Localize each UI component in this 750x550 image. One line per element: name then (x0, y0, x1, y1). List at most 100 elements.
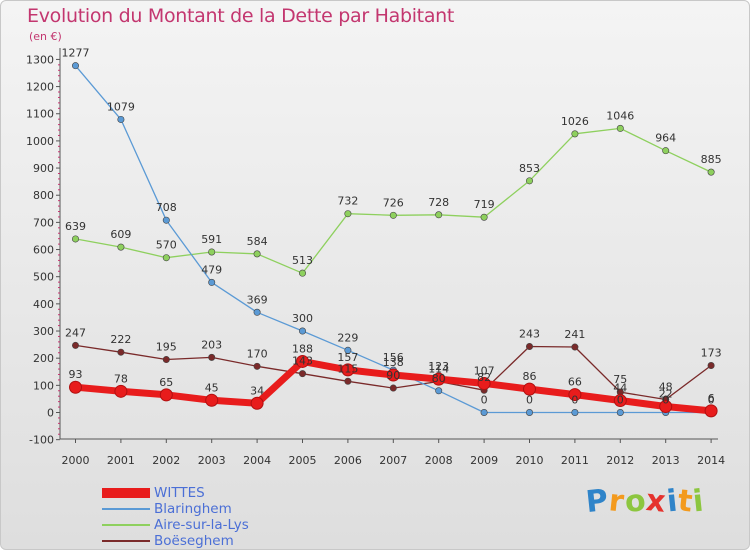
x-tick-label: 2013 (652, 454, 680, 467)
data-label: 708 (156, 201, 177, 214)
data-point (72, 235, 80, 243)
data-label: 241 (564, 328, 585, 341)
data-label: 584 (247, 235, 268, 248)
y-tick-label: 1200 (26, 81, 54, 94)
x-tick-label: 2002 (152, 454, 180, 467)
data-point (344, 377, 352, 385)
data-label: 114 (428, 363, 449, 376)
data-label: 90 (386, 369, 400, 382)
y-tick-label: 800 (33, 189, 54, 202)
data-point (296, 354, 309, 368)
data-point (525, 408, 533, 416)
data-point (253, 250, 261, 258)
y-tick-label: 400 (33, 298, 54, 311)
data-point (480, 408, 488, 416)
data-label: 44 (613, 382, 627, 395)
data-label: 34 (250, 384, 264, 397)
y-tick-label: 1100 (26, 108, 54, 121)
data-label: 885 (701, 153, 722, 166)
unit-label: (en €) (29, 30, 62, 43)
legend-swatch (102, 540, 150, 542)
data-point (477, 376, 491, 390)
data-label: 138 (383, 356, 404, 369)
data-point (69, 380, 82, 394)
y-tick-label: 1000 (26, 135, 54, 148)
data-point (571, 130, 579, 138)
x-tick-label: 2007 (379, 454, 407, 467)
data-point (250, 396, 264, 410)
data-label: 0 (617, 394, 624, 407)
data-point (253, 362, 261, 370)
data-label: 639 (65, 220, 86, 233)
data-label: 157 (337, 351, 358, 364)
data-label: 0 (662, 394, 669, 407)
x-tick-label: 2006 (334, 454, 362, 467)
data-point (616, 124, 624, 132)
x-tick-label: 2008 (425, 454, 453, 467)
x-tick-label: 2000 (62, 454, 90, 467)
legend-label: WITTES (154, 485, 205, 501)
y-tick-label: 600 (33, 244, 54, 257)
data-label: 78 (114, 372, 128, 385)
data-label: 0 (708, 394, 715, 407)
data-point (659, 400, 673, 414)
data-point (298, 327, 306, 335)
data-label: 123 (428, 360, 449, 373)
data-label: 570 (156, 239, 177, 252)
data-label: 732 (337, 195, 358, 208)
data-point (162, 356, 170, 364)
data-label: 0 (481, 394, 488, 407)
data-point (523, 382, 536, 396)
data-point (525, 177, 533, 185)
data-label: 513 (292, 254, 313, 267)
y-tick-label: 900 (33, 162, 54, 175)
legend-label: Boëseghem (154, 533, 234, 549)
data-point (344, 346, 352, 354)
data-point (525, 343, 533, 351)
x-tick-label: 2004 (243, 454, 271, 467)
data-label: 188 (292, 342, 313, 355)
data-label: 156 (383, 351, 404, 364)
y-tick-label: 200 (33, 352, 54, 365)
data-point (435, 387, 443, 395)
data-label: 726 (383, 196, 404, 209)
data-label: 66 (568, 376, 582, 389)
data-point (162, 254, 170, 262)
legend-label: Blaringhem (154, 501, 232, 517)
data-label: 0 (526, 394, 533, 407)
data-label: 6 (708, 392, 715, 405)
legend-label: Aire-sur-la-Lys (154, 517, 249, 533)
data-point (435, 211, 443, 219)
data-point (114, 384, 128, 398)
data-label: 0 (571, 394, 578, 407)
data-label: 964 (655, 132, 676, 145)
data-point (117, 243, 125, 251)
data-label: 222 (110, 333, 131, 346)
data-point (568, 388, 582, 402)
data-point (208, 353, 216, 361)
data-label: 48 (659, 380, 673, 393)
data-label: 80 (432, 372, 446, 385)
data-point (389, 384, 397, 392)
data-point (613, 394, 627, 408)
data-label: 369 (247, 293, 268, 306)
y-tick-label: 100 (33, 379, 54, 392)
data-label: 479 (201, 263, 222, 276)
x-tick-label: 2003 (198, 454, 226, 467)
data-label: 173 (701, 347, 722, 360)
data-label: 853 (519, 162, 540, 175)
data-label: 115 (337, 362, 358, 375)
data-point (571, 408, 579, 416)
data-point (159, 388, 173, 402)
x-tick-label: 2011 (561, 454, 589, 467)
data-point (707, 362, 715, 370)
y-tick-label: 1300 (26, 53, 54, 66)
data-point (205, 393, 219, 407)
data-label: 229 (337, 331, 358, 344)
data-point (162, 216, 170, 224)
data-label: 300 (292, 312, 313, 325)
data-label: 107 (474, 364, 495, 377)
data-label: 75 (613, 373, 627, 386)
data-point (344, 210, 352, 218)
